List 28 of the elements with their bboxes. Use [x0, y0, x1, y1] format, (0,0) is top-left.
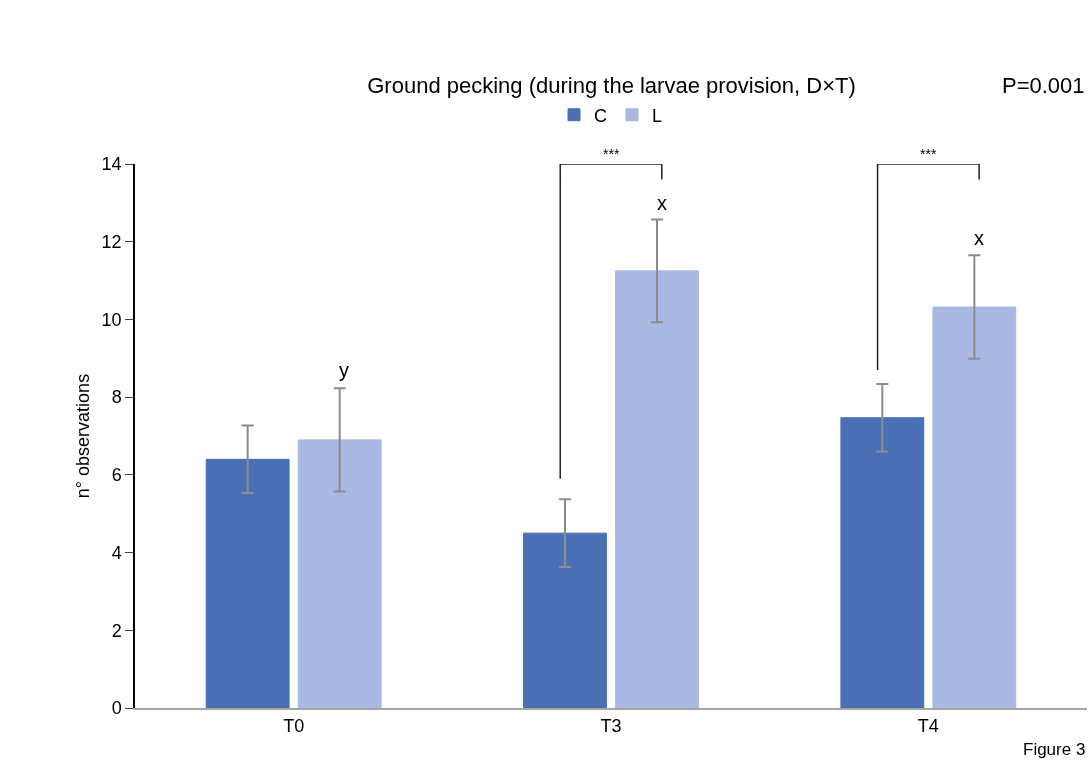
- x-tick-label: T0: [283, 715, 305, 736]
- y-tick-label: 6: [111, 465, 122, 486]
- text: P=0.001: [1002, 73, 1085, 98]
- bar: [615, 270, 699, 708]
- annotation: x: [974, 227, 984, 249]
- caption: Figure 3: [1023, 740, 1086, 759]
- y-tick-label: 2: [111, 620, 122, 641]
- y-tick-label: 8: [111, 387, 122, 408]
- text: ***: [603, 146, 620, 162]
- y-tick-label: 12: [101, 232, 122, 253]
- y-tick-label: 4: [111, 542, 122, 563]
- bar: [205, 458, 290, 708]
- bar: [523, 532, 607, 708]
- bar: [297, 439, 382, 708]
- annotation: x: [657, 192, 667, 214]
- y-tick-label: 10: [101, 309, 122, 330]
- y-tick-label: 14: [101, 154, 122, 175]
- legend-label: L: [652, 105, 663, 126]
- bar: [932, 306, 1017, 708]
- y-axis-title: n° observations: [72, 373, 93, 499]
- legend-label: C: [594, 105, 607, 126]
- text: ***: [920, 146, 937, 162]
- x-tick-label: T4: [917, 715, 939, 736]
- bar: [840, 417, 925, 708]
- annotation: y: [339, 359, 349, 381]
- x-tick-label: T3: [600, 715, 622, 736]
- y-tick-label: 0: [111, 698, 122, 719]
- chart-title: Ground pecking (during the larvae provision, D×T): [367, 72, 856, 98]
